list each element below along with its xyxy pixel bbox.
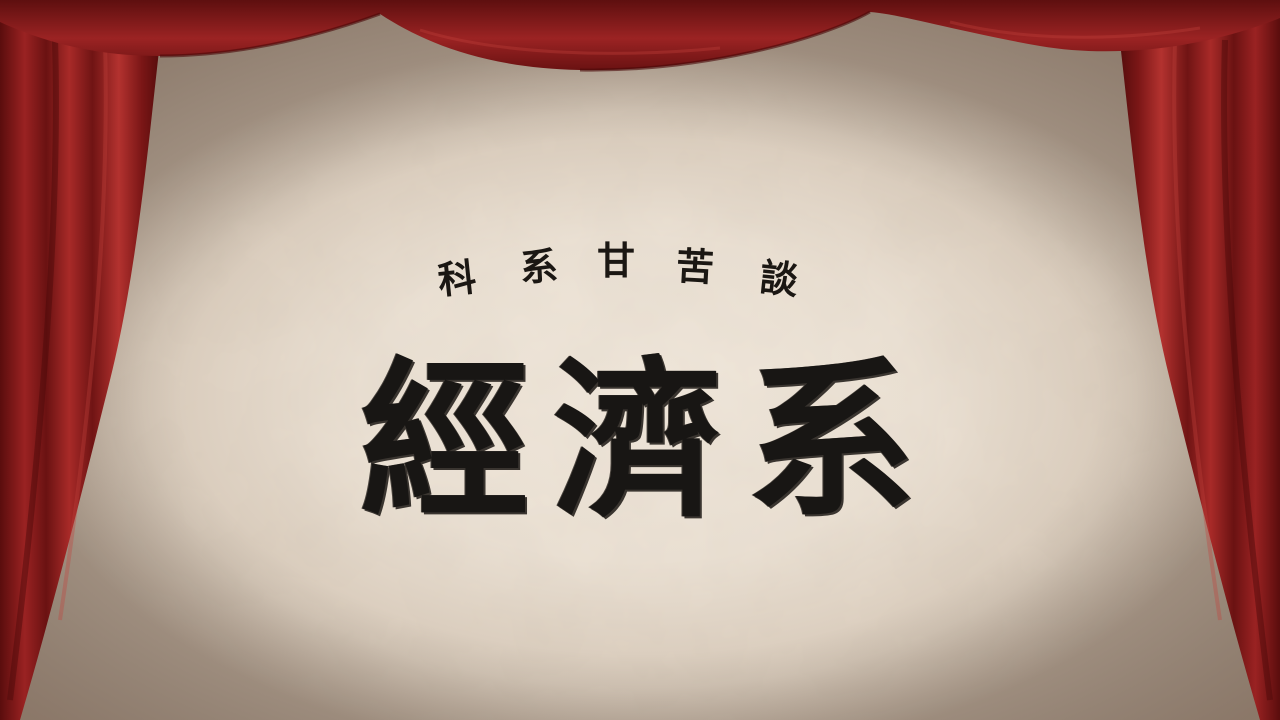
subtitle-char: 系 xyxy=(518,243,560,290)
game-subtitle: 科 系 甘 苦 談 xyxy=(0,238,1280,308)
game-title: 經 濟 系 xyxy=(0,350,1280,550)
subtitle-char: 科 xyxy=(435,254,479,303)
curtain-valance xyxy=(0,0,1280,71)
right-curtain xyxy=(1115,0,1280,720)
title-char: 濟 xyxy=(553,341,724,541)
subtitle-char: 甘 xyxy=(597,238,636,283)
title-char: 經 xyxy=(360,341,531,541)
title-char: 系 xyxy=(746,341,917,541)
subtitle-char: 苦 xyxy=(674,243,716,290)
left-curtain xyxy=(0,0,165,720)
subtitle-char: 談 xyxy=(757,254,801,303)
